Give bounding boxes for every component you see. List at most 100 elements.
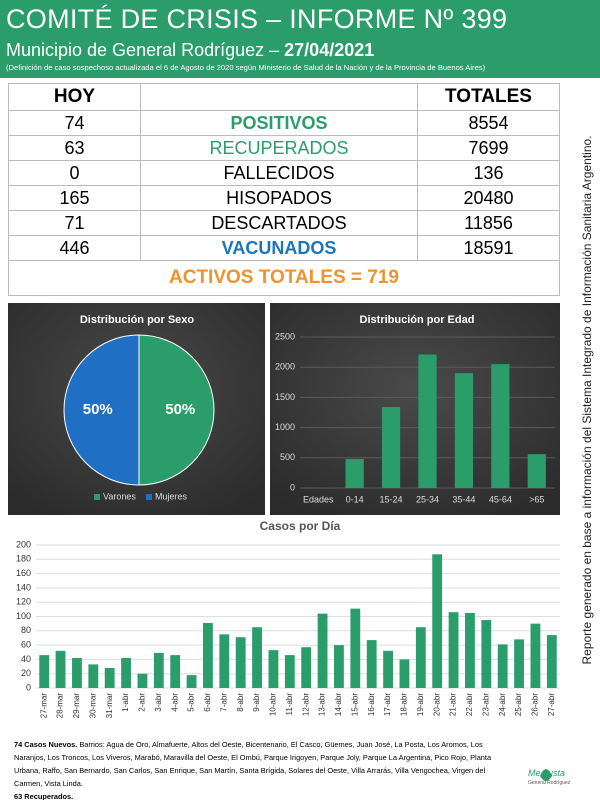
chart-title: Distribución por Edad — [360, 314, 475, 326]
y-tick-label: 140 — [16, 582, 31, 592]
x-tick-label: 12-abr — [301, 693, 310, 716]
table-cell: 11856 — [417, 210, 560, 236]
x-tick-label: 19-abr — [416, 693, 425, 716]
legend-swatch — [94, 494, 100, 500]
x-tick-label: 26-abr — [531, 693, 540, 716]
table-row: 0 FALLECIDOS 136 — [8, 160, 560, 186]
table-cell: 136 — [417, 160, 560, 186]
bar — [345, 459, 364, 488]
table-cell: FALLECIDOS — [140, 160, 418, 186]
x-tick-label: 22-abr — [465, 693, 474, 716]
y-tick-label: 0 — [26, 682, 31, 692]
summary-table: HOY TOTALES 74 POSITIVOS 8554 63 RECUPERADOS 7… — [8, 83, 560, 296]
x-tick-label: 15-abr — [350, 693, 359, 716]
x-tick-label: 16-abr — [367, 693, 376, 716]
bar — [334, 645, 344, 688]
bar — [383, 650, 393, 688]
y-tick-label: 2500 — [275, 331, 295, 341]
x-tick-label: 21-abr — [449, 693, 458, 716]
logo: Me gusta — [528, 768, 566, 778]
bar — [448, 612, 459, 688]
bar — [301, 647, 312, 688]
y-tick-label: 200 — [16, 539, 31, 549]
header-cell: TOTALES — [417, 83, 560, 111]
bar — [527, 454, 546, 488]
x-tick-label: 27-mar — [39, 693, 48, 719]
x-tick-label: 10-abr — [269, 693, 278, 716]
x-tick-label: 29-mar — [72, 693, 81, 719]
bar — [137, 673, 148, 688]
y-tick-label: 500 — [280, 452, 295, 462]
bar — [284, 655, 295, 688]
y-tick-label: 1000 — [275, 422, 295, 432]
table-row: 71 DESCARTADOS 11856 — [8, 210, 560, 236]
x-tick-label: 8-abr — [236, 693, 245, 712]
bar — [454, 373, 474, 488]
table-cell: 0 — [8, 160, 141, 186]
bar — [465, 612, 475, 688]
bar — [546, 635, 557, 688]
y-tick-label: 1500 — [275, 392, 295, 402]
x-tick-label: 5-abr — [187, 693, 196, 712]
bar — [153, 652, 164, 688]
bar — [514, 639, 524, 688]
y-tick-label: 2000 — [275, 362, 295, 372]
x-tick-label: 27-abr — [547, 693, 556, 716]
new-cases: 74 Casos Nuevos. — [14, 740, 78, 749]
x-tick-label: 7-abr — [219, 693, 228, 712]
x-tick-label: 45-64 — [489, 494, 512, 504]
subtitle: Municipio de General Rodríguez – 27/04/2… — [6, 40, 374, 61]
bar — [203, 622, 213, 688]
y-tick-label: 120 — [16, 597, 31, 607]
bar — [350, 608, 361, 688]
bar — [55, 650, 66, 688]
side-note: Reporte generado en base a información d… — [580, 136, 594, 665]
logo-icon — [540, 769, 552, 781]
x-tick-label: >65 — [529, 494, 544, 504]
bar — [381, 407, 401, 488]
table-cell: POSITIVOS — [140, 110, 418, 136]
bar — [530, 623, 541, 688]
legend-label: Mujeres — [155, 491, 188, 501]
header: COMITÉ DE CRISIS – INFORME Nº 399 Munici… — [0, 0, 600, 78]
x-tick-label: 17-abr — [383, 693, 392, 716]
table-row: 74 POSITIVOS 8554 — [8, 110, 560, 136]
table-row: 63 RECUPERADOS 7699 — [8, 135, 560, 161]
x-tick-label: 24-abr — [498, 693, 507, 716]
bar — [186, 675, 197, 688]
x-tick-label: 35-44 — [452, 494, 475, 504]
bar — [497, 644, 508, 688]
bar — [104, 667, 115, 688]
x-tick-label: 25-34 — [416, 494, 439, 504]
y-tick-label: 60 — [21, 639, 31, 649]
x-tick-label: 9-abr — [252, 693, 261, 712]
header-cell: HOY — [8, 83, 141, 111]
x-tick-label: 30-mar — [88, 693, 97, 719]
table-row: 446 VACUNADOS 18591 — [8, 235, 560, 261]
table-cell: 63 — [8, 135, 141, 161]
bar — [219, 634, 230, 688]
table-cell: VACUNADOS — [140, 235, 418, 261]
table-cell: 7699 — [417, 135, 560, 161]
logo-sub: General Rodríguez — [528, 780, 571, 786]
pie-slice — [63, 334, 140, 486]
x-tick-label: Edades — [303, 494, 334, 504]
table-cell: 446 — [8, 235, 141, 261]
chart-title: Distribución por Sexo — [80, 314, 195, 326]
header-row: HOY TOTALES — [8, 83, 560, 111]
x-tick-label: 0-14 — [346, 494, 364, 504]
barrios: Barrios: Agua de Oro, Almafuerte, Altos … — [14, 740, 492, 788]
subtitle-text: Municipio de General Rodríguez – — [6, 40, 285, 60]
bar — [491, 364, 510, 488]
bar — [72, 657, 82, 688]
legend-label: Varones — [103, 491, 136, 501]
table-cell: 71 — [8, 210, 141, 236]
recovered: 63 Recuperados. — [14, 792, 74, 800]
chart-title: Casos por Día — [260, 519, 341, 533]
x-tick-label: 14-abr — [334, 693, 343, 716]
table-cell: DESCARTADOS — [140, 210, 418, 236]
y-tick-label: 40 — [21, 654, 31, 664]
bar — [235, 637, 246, 688]
